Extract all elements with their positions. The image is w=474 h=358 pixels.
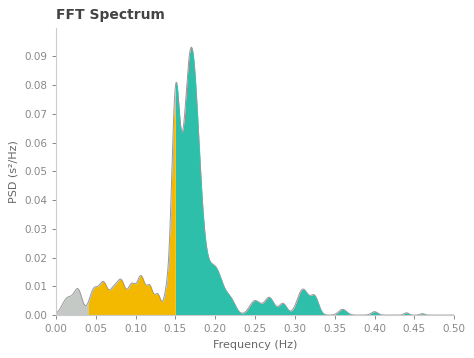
X-axis label: Frequency (Hz): Frequency (Hz) [213, 340, 297, 350]
Text: FFT Spectrum: FFT Spectrum [56, 8, 165, 22]
Y-axis label: PSD (s²/Hz): PSD (s²/Hz) [9, 140, 18, 203]
